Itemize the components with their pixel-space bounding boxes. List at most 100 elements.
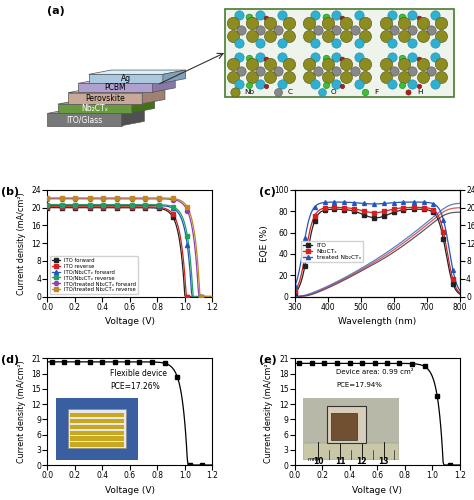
Bar	[225, 8, 454, 98]
Point	[305, 32, 313, 40]
Point	[279, 80, 286, 88]
Point	[256, 80, 264, 88]
Point	[419, 74, 427, 82]
Point	[312, 39, 319, 47]
Point	[351, 26, 358, 34]
Polygon shape	[47, 114, 122, 126]
Point	[338, 14, 346, 22]
Point	[266, 19, 274, 27]
Text: (e): (e)	[258, 355, 276, 365]
Point	[338, 54, 346, 62]
Text: Nb: Nb	[245, 89, 255, 95]
Point	[236, 80, 243, 88]
Point	[246, 54, 253, 62]
Point	[237, 67, 245, 75]
Point	[324, 74, 332, 82]
Text: ITO/Glass: ITO/Glass	[66, 115, 103, 124]
Text: (b): (b)	[1, 186, 19, 196]
Point	[285, 32, 292, 40]
Point	[256, 26, 264, 34]
Point	[237, 26, 245, 34]
Point	[382, 74, 389, 82]
Text: H: H	[418, 89, 423, 95]
Point	[231, 88, 239, 96]
Polygon shape	[58, 100, 155, 104]
Point	[409, 67, 416, 75]
Point	[390, 67, 398, 75]
Polygon shape	[163, 70, 185, 83]
X-axis label: Voltage (V): Voltage (V)	[352, 486, 402, 495]
Polygon shape	[68, 88, 165, 92]
Point	[256, 67, 264, 75]
Polygon shape	[153, 79, 175, 92]
Text: Ag: Ag	[121, 74, 131, 83]
Point	[314, 67, 321, 75]
Point	[401, 32, 408, 40]
Point	[248, 60, 255, 68]
Point	[419, 60, 427, 68]
Text: PCBM: PCBM	[105, 84, 126, 92]
Point	[324, 32, 332, 40]
Point	[388, 80, 395, 88]
Point	[388, 39, 395, 47]
Point	[274, 67, 282, 75]
Point	[279, 12, 286, 20]
Point	[246, 81, 253, 89]
Polygon shape	[58, 104, 132, 112]
Point	[332, 80, 340, 88]
Point	[262, 14, 270, 22]
Point	[262, 82, 270, 90]
Point	[285, 60, 292, 68]
Point	[398, 81, 406, 89]
Text: F: F	[374, 89, 379, 95]
Point	[382, 32, 389, 40]
Point	[438, 19, 445, 27]
Point	[343, 74, 350, 82]
Point	[248, 74, 255, 82]
Point	[322, 81, 329, 89]
Point	[431, 80, 439, 88]
Y-axis label: Current density (mA/cm²): Current density (mA/cm²)	[17, 192, 26, 294]
Point	[431, 12, 439, 20]
Point	[279, 39, 286, 47]
Point	[431, 52, 439, 60]
Point	[248, 19, 255, 27]
Point	[246, 12, 253, 20]
Point	[409, 39, 416, 47]
Point	[332, 12, 340, 20]
X-axis label: Wavelength (nm): Wavelength (nm)	[338, 318, 417, 326]
Point	[427, 26, 435, 34]
Y-axis label: Current density (mA/cm²): Current density (mA/cm²)	[17, 360, 26, 463]
Legend: ITO, Nb₂CTₓ, treated Nb₂CTₓ: ITO, Nb₂CTₓ, treated Nb₂CTₓ	[301, 241, 364, 262]
Point	[355, 80, 363, 88]
Point	[398, 54, 406, 62]
Point	[351, 67, 358, 75]
Point	[332, 52, 340, 60]
Text: Perovskite: Perovskite	[85, 94, 125, 102]
Text: C: C	[288, 89, 293, 95]
Point	[236, 52, 243, 60]
Point	[431, 39, 439, 47]
Point	[401, 74, 408, 82]
Point	[419, 19, 427, 27]
Point	[256, 39, 264, 47]
Point	[415, 14, 422, 22]
Point	[338, 82, 346, 90]
Point	[401, 19, 408, 27]
Point	[398, 12, 406, 20]
Point	[274, 88, 282, 96]
Text: PCE=17.94%: PCE=17.94%	[336, 382, 382, 388]
Point	[361, 74, 369, 82]
Point	[229, 19, 237, 27]
Point	[409, 12, 416, 20]
Point	[409, 52, 416, 60]
Point	[388, 12, 395, 20]
Point	[279, 52, 286, 60]
Point	[322, 54, 329, 62]
Point	[361, 32, 369, 40]
Text: (d): (d)	[1, 355, 19, 365]
Point	[388, 52, 395, 60]
Point	[256, 52, 264, 60]
Polygon shape	[47, 109, 144, 114]
Point	[419, 32, 427, 40]
